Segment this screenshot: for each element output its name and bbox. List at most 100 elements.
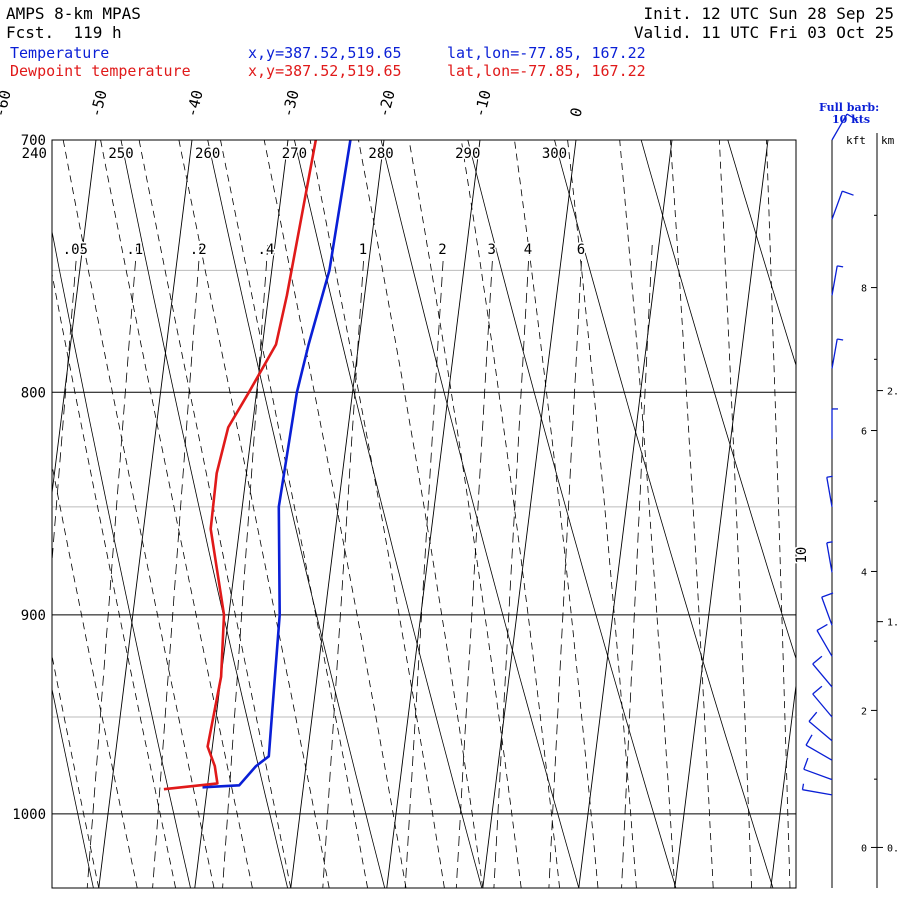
moist-adiabat <box>52 653 100 888</box>
km-tick-label: 0. <box>887 843 899 854</box>
barb-flag <box>837 338 844 341</box>
moist-adiabat <box>766 140 791 888</box>
barb-staff <box>831 265 838 296</box>
mixing-ratio-label: .1 <box>126 242 143 258</box>
height-axis: kft km 0 2 4 6 8 0. 1. 2. <box>846 133 899 888</box>
mixing-ratio-line <box>404 244 445 888</box>
moist-adiabat <box>408 140 522 888</box>
temperature-series-label: Temperature <box>10 44 110 62</box>
isotherm-tick-label: -60 <box>0 88 15 119</box>
forecast-hour: Fcst. 119 h <box>6 23 122 42</box>
wind-barb <box>826 475 833 507</box>
barb-staff <box>808 720 833 742</box>
dry-adiabat-label: 260 <box>195 146 220 162</box>
pressure-tick-label: 900 <box>21 608 46 624</box>
wind-barb <box>831 408 838 439</box>
barb-flag <box>842 190 854 196</box>
barb-staff <box>803 768 833 781</box>
temperature-xy: x,y=387.52,519.65 <box>248 44 402 62</box>
dry-adiabat <box>52 229 191 888</box>
mixing-ratio-label: 6 <box>577 242 585 258</box>
mixing-ratio-line <box>455 244 494 888</box>
moist-adiabat <box>52 463 138 888</box>
mixing-ratio-label: 1 <box>359 242 367 258</box>
barb-staff <box>805 744 833 761</box>
moist-adiabat <box>619 140 676 888</box>
mixing-ratio-line <box>621 244 653 888</box>
mixing-ratio-label: .4 <box>258 242 275 258</box>
moist-adiabat <box>358 140 484 888</box>
mixing-ratio-label: .05 <box>63 242 88 258</box>
moist-adiabat <box>718 140 752 888</box>
barb-flag <box>826 541 833 544</box>
isotherm <box>290 140 385 888</box>
temperature-profile <box>202 140 352 789</box>
wind-barb <box>831 113 858 141</box>
isotherm-tick-label: -10 <box>470 88 494 119</box>
isotherm-tick-label: -40 <box>182 88 206 119</box>
barb-flag <box>816 623 828 631</box>
barb-flag <box>826 475 833 478</box>
moist-adiabat <box>460 140 560 888</box>
mixing-ratio-label: 4 <box>524 242 532 258</box>
kft-tick-label: 8 <box>861 284 867 295</box>
barb-staff <box>816 630 833 657</box>
wind-barb <box>805 734 833 761</box>
kft-tick-label: 0 <box>861 843 867 854</box>
wind-barb <box>816 623 833 657</box>
kft-tick-label: 4 <box>861 567 867 578</box>
mixing-ratio-line <box>548 244 583 888</box>
barb-staff <box>826 542 833 573</box>
label-layer: 7008009001000-70-60-50-40-30-20-10022023… <box>0 88 812 823</box>
valid-time: Valid. 11 UTC Fri 03 Oct 25 <box>633 23 894 42</box>
isotherm <box>386 140 481 888</box>
wind-barb <box>812 655 833 688</box>
barb-staff <box>821 596 833 626</box>
barb-staff <box>826 477 833 507</box>
isotherm <box>194 140 289 888</box>
dry-adiabat <box>52 687 94 888</box>
moist-adiabat <box>670 140 714 888</box>
moist-adiabat <box>62 140 215 888</box>
moist-adiabat <box>178 140 330 888</box>
isotherm-tick-label: -20 <box>374 88 398 119</box>
pressure-tick-label: 800 <box>21 385 46 401</box>
barb-staff <box>831 190 843 220</box>
wind-barb <box>826 541 833 573</box>
moist-adiabat <box>220 140 368 888</box>
km-tick-label: 1. <box>887 618 899 629</box>
moist-adiabat <box>263 140 407 888</box>
kft-tick-label: 6 <box>861 427 867 438</box>
grid-layer <box>52 140 900 888</box>
dry-adiabat <box>207 140 386 888</box>
wind-barb <box>831 265 844 296</box>
mixing-ratio-line <box>152 244 201 888</box>
init-time: Init. 12 UTC Sun 28 Sep 25 <box>643 4 894 23</box>
barb-flag <box>805 734 813 746</box>
dry-adiabat-label: 240 <box>22 146 47 162</box>
dewpoint-series-label: Dewpoint temperature <box>10 62 191 80</box>
plot-frame <box>51 139 797 889</box>
barb-flag <box>837 265 844 268</box>
wind-barb <box>812 685 833 718</box>
wind-barb <box>831 338 844 369</box>
barb-flag <box>821 592 834 598</box>
barb-flag <box>808 711 818 722</box>
isotherm-tick-label: -50 <box>86 88 110 119</box>
wind-barb <box>831 190 854 220</box>
dry-adiabat <box>467 140 677 888</box>
mixing-ratio-label: 2 <box>438 242 446 258</box>
isotherm <box>98 140 193 888</box>
barb-flag <box>801 783 805 790</box>
barb-staff <box>812 663 833 688</box>
wind-barb <box>808 711 833 742</box>
barb-legend-title: Full barb: <box>819 101 880 114</box>
dry-adiabat-label: 290 <box>455 146 480 162</box>
dry-adiabat-label: 250 <box>108 146 133 162</box>
dewpoint-profile <box>163 140 318 791</box>
barb-flag <box>812 655 823 665</box>
isotherm <box>867 140 900 888</box>
dewpoint-latlon: lat,lon=-77.85, 167.22 <box>447 62 646 80</box>
km-axis-label: km <box>881 134 895 147</box>
